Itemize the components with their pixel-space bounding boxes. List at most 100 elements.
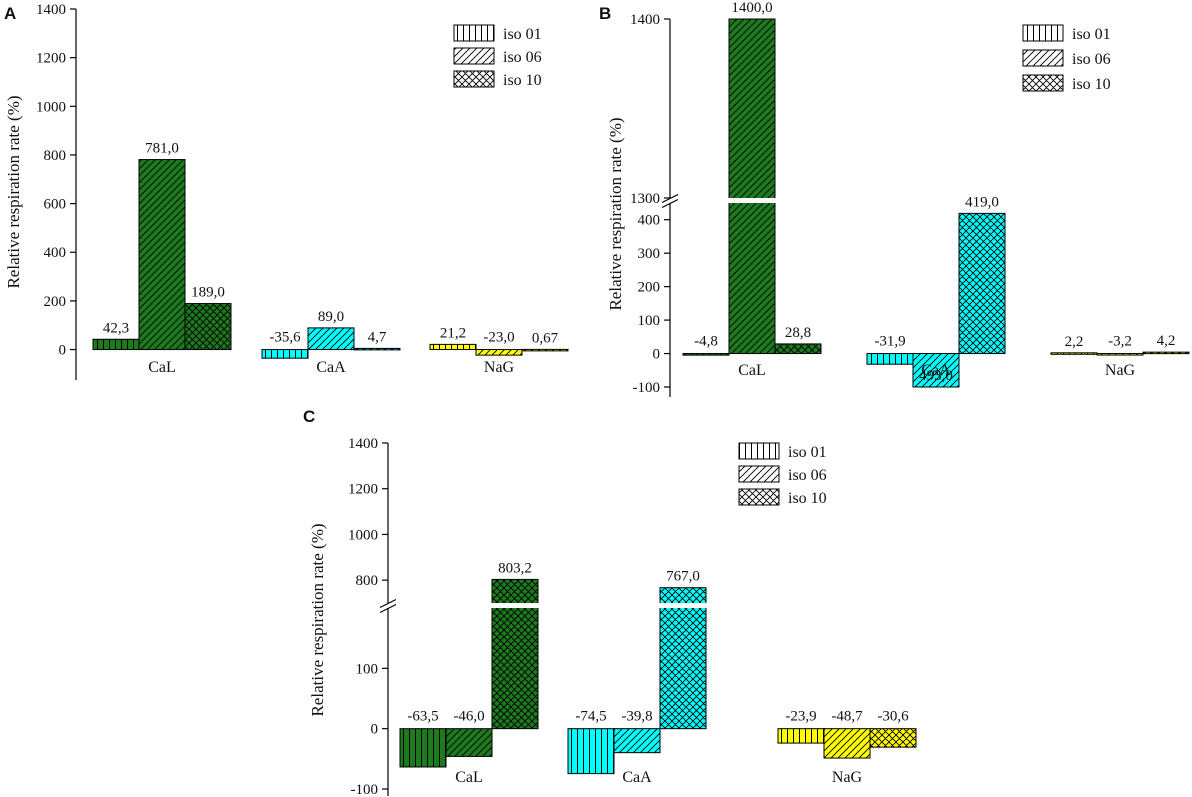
data-label: 493,0 (919, 368, 953, 384)
data-label: -3,2 (1108, 334, 1132, 350)
legend-swatch-iso-01 (738, 442, 780, 460)
data-label: -74,5 (575, 709, 606, 725)
legend-swatch-iso-10 (738, 488, 780, 506)
bar-caa-iso-10 (659, 587, 707, 730)
data-label: -30,6 (877, 709, 909, 725)
bar-cal-iso-01 (682, 353, 730, 356)
y-tick-label: 200 (638, 280, 661, 296)
bar-break-gap (491, 603, 539, 608)
bar-caa-iso-01 (567, 728, 615, 775)
axis-break-mark (379, 598, 397, 614)
y-tick-label: 800 (44, 148, 67, 164)
legend-label: iso 06 (1072, 51, 1111, 68)
bar-nag-iso-01 (1050, 352, 1098, 355)
data-label: 803,2 (498, 560, 532, 576)
bar-caa-iso-01 (866, 353, 914, 365)
legend-swatch-iso-01 (453, 24, 495, 42)
bar-cal-iso-01 (399, 728, 447, 768)
data-label: -23,0 (483, 330, 514, 346)
legend-label: iso 06 (503, 49, 542, 66)
data-label: -46,0 (453, 709, 484, 725)
bar-cal-iso-10 (184, 303, 232, 351)
bar-break-gap (659, 603, 707, 608)
y-tick-label: 0 (653, 347, 661, 363)
data-label: 89,0 (318, 309, 344, 325)
legend-swatch-iso-10 (1022, 74, 1064, 92)
y-tick-label: 400 (638, 213, 661, 229)
category-label: CaA (622, 769, 652, 786)
y-tick-label: -100 (351, 782, 379, 797)
panel-letter: B (599, 4, 611, 23)
bars (92, 159, 569, 359)
bar-nag-iso-01 (429, 343, 477, 351)
legend-label: iso 06 (788, 467, 827, 484)
bar-break-gap (728, 198, 776, 203)
data-label: 21,2 (440, 325, 466, 341)
axes: -100 0 100 800 1000 1200 1400 (348, 436, 397, 797)
legend-swatch-iso-06 (453, 47, 495, 65)
legend-label: iso 01 (788, 444, 827, 461)
bar-nag-iso-01 (777, 728, 825, 744)
data-label: 4,7 (368, 329, 387, 345)
panel-c: C Relative respiration rate (%) -100 0 100… (303, 407, 917, 797)
bar-caa-iso-06 (307, 327, 355, 351)
y-tick-label: 1200 (36, 51, 66, 67)
data-label: 781,0 (145, 141, 179, 157)
data-label: 0,67 (532, 330, 559, 346)
axes: 0 200 400 600 800 1000 1200 1400 (36, 2, 77, 380)
panel-a: A Relative respiration rate (%) 0 200 400 6… (4, 2, 569, 380)
bar-caa-iso-06 (912, 353, 960, 388)
legend-label: iso 10 (788, 490, 827, 507)
bar-caa-iso-01 (261, 349, 309, 359)
bar-caa-iso-10 (353, 347, 401, 351)
category-label: CaA (316, 359, 346, 376)
y-tick-label: 800 (356, 573, 379, 589)
data-label: 189,0 (191, 285, 225, 301)
y-tick-label: 1400 (630, 12, 660, 28)
y-tick-label: 600 (44, 197, 67, 213)
legend-swatch-iso-06 (738, 465, 780, 483)
data-labels: 42,3 781,0 189,0 CaL -35,6 89,0 4,7 CaA 21,2 -23,… (103, 141, 559, 376)
bar-cal-iso-06 (138, 159, 186, 351)
y-tick-label: 1000 (36, 99, 66, 115)
y-tick-label: -100 (633, 380, 661, 396)
bar-nag-iso-10 (869, 728, 917, 748)
y-tick-label: 300 (638, 246, 661, 262)
axes: -100 0 100 200 300 400 1300 1400 (630, 12, 679, 397)
data-label: 419,0 (965, 194, 999, 210)
data-label: 1400,0 (731, 0, 772, 16)
y-tick-label: 1000 (348, 527, 378, 543)
data-label: -39,8 (621, 709, 652, 725)
y-tick-label: 200 (44, 294, 67, 310)
bar-nag-iso-10 (521, 348, 569, 352)
legend-label: iso 01 (1072, 26, 1111, 43)
y-tick-label: 1400 (348, 436, 378, 452)
bar-cal-iso-06 (728, 18, 776, 355)
bar-nag-iso-06 (475, 349, 523, 356)
y-axis-label: Relative respiration rate (%) (308, 523, 327, 716)
data-labels: -4,8 1400,0 28,8 CaL -31,9 493,0 419,0 CaA 2,2 -3… (694, 0, 1175, 384)
category-label: NaG (1105, 362, 1136, 379)
legend-swatch-iso-10 (453, 70, 495, 88)
bar-nag-iso-10 (1142, 351, 1190, 355)
panel-letter: C (303, 407, 315, 426)
bar-nag-iso-06 (1096, 353, 1144, 356)
bar-cal-iso-10 (774, 343, 822, 355)
bar-cal-iso-06 (445, 728, 493, 757)
data-label: 767,0 (666, 569, 700, 585)
category-label: CaL (738, 362, 766, 379)
bar-cal-iso-10 (491, 578, 539, 730)
data-label: 2,2 (1065, 334, 1084, 350)
y-tick-label: 1400 (36, 2, 66, 18)
data-label: -23,9 (785, 709, 816, 725)
data-label: 42,3 (103, 320, 129, 336)
legend-swatch-iso-01 (1022, 24, 1064, 42)
category-label: CaL (455, 769, 483, 786)
bar-caa-iso-06 (613, 728, 661, 754)
data-label: -31,9 (874, 334, 905, 350)
y-tick-label: 100 (356, 661, 379, 677)
category-label: NaG (832, 769, 863, 786)
y-tick-label: 1200 (348, 482, 378, 498)
legend: iso 01 iso 06 iso 10 (738, 442, 827, 507)
